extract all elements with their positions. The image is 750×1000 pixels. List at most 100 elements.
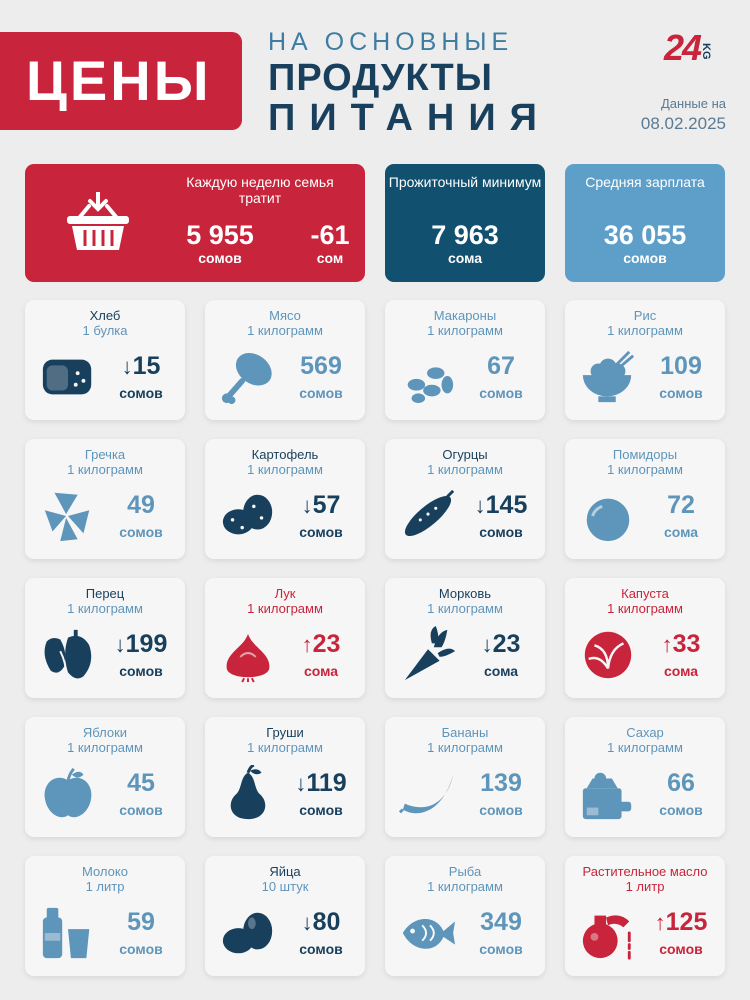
product-name: Рис: [633, 308, 657, 323]
product-quantity: 1 килограмм: [607, 462, 683, 477]
weekly-amount-unit: сомов: [198, 250, 242, 266]
product-price: 125: [665, 908, 708, 936]
product-price: 59: [127, 908, 155, 936]
logo-suffix: KG: [700, 43, 712, 60]
product-price: 66: [667, 769, 695, 797]
product-price: 49: [127, 491, 155, 519]
price-trend-arrow: ↓: [301, 493, 313, 518]
product-currency: сома: [303, 663, 339, 679]
product-quantity: 1 килограмм: [427, 323, 503, 338]
product-name: Картофель: [251, 447, 319, 462]
product-quantity: 1 литр: [85, 879, 125, 894]
product-quantity: 1 килограмм: [247, 323, 323, 338]
apple-icon: [44, 767, 92, 818]
logo-number: 24: [664, 27, 702, 68]
price-trend-arrow: ↓: [474, 493, 486, 518]
product-currency: сомов: [299, 802, 343, 818]
product-quantity: 1 килограмм: [247, 601, 323, 616]
date-label: Данные на: [661, 96, 726, 111]
product-currency: сомов: [119, 385, 163, 401]
product-quantity: 1 килограмм: [427, 462, 503, 477]
product-card: Растительное масло 1 литр ↑125 сомов: [565, 856, 725, 976]
fish-icon: [402, 918, 456, 949]
product-name: Яйца: [269, 864, 301, 879]
pear-icon: [230, 765, 266, 820]
product-quantity: 1 килограмм: [607, 323, 683, 338]
product-quantity: 10 штук: [261, 879, 309, 894]
product-price-row: 72: [635, 491, 727, 520]
product-quantity: 1 килограмм: [247, 462, 323, 477]
banana-icon: [399, 774, 454, 814]
product-currency: сома: [663, 663, 699, 679]
salary-unit: сомов: [623, 250, 667, 266]
product-currency: сомов: [299, 524, 343, 540]
product-card: Бананы 1 килограмм 139 сомов: [385, 717, 545, 837]
minimum-unit: сома: [447, 250, 483, 266]
product-name: Помидоры: [612, 447, 678, 462]
product-price: 569: [300, 352, 342, 380]
product-quantity: 1 килограмм: [607, 601, 683, 616]
eggs-icon: [222, 912, 273, 954]
product-name: Перец: [85, 586, 125, 601]
product-quantity: 1 килограмм: [67, 462, 143, 477]
product-name: Растительное масло: [582, 864, 708, 879]
product-card: Яблоки 1 килограмм 45 сомов: [25, 717, 185, 837]
product-card: Лук 1 килограмм ↑23 сома: [205, 578, 365, 698]
product-price: 23: [312, 630, 341, 658]
product-currency: сомов: [659, 941, 703, 957]
cucumber-icon: [404, 489, 455, 537]
product-quantity: 1 килограмм: [247, 740, 323, 755]
product-price-row: 66: [635, 769, 727, 798]
price-trend-arrow: ↓: [114, 632, 126, 657]
meat-icon: [221, 353, 272, 405]
product-price-row: ↓80: [275, 908, 367, 937]
product-price-row: ↑33: [635, 630, 727, 659]
product-quantity: 1 килограмм: [427, 879, 503, 894]
product-name: Огурцы: [442, 447, 488, 462]
product-price-row: 45: [95, 769, 187, 798]
product-name: Яблоки: [82, 725, 128, 740]
product-price: 57: [312, 491, 341, 519]
product-quantity: 1 килограмм: [67, 740, 143, 755]
pasta-icon: [407, 367, 454, 404]
product-price: 139: [480, 769, 522, 797]
weekly-amount: 5 955: [186, 220, 254, 250]
product-name: Рыба: [448, 864, 482, 879]
potato-icon: [222, 494, 273, 535]
cabbage-icon: [584, 631, 632, 679]
product-name: Морковь: [438, 586, 492, 601]
product-price-row: ↓199: [95, 630, 187, 659]
product-name: Хлеб: [89, 308, 121, 323]
product-price-row: ↓15: [95, 352, 187, 381]
product-card: Сахар 1 килограмм 66 сомов: [565, 717, 725, 837]
weekly-label: Каждую неделю семья тратит: [186, 174, 334, 206]
brand-logo: 24 KG: [664, 28, 726, 70]
weekly-change-unit: сом: [316, 250, 344, 266]
price-trend-arrow: ↑: [661, 632, 673, 657]
product-quantity: 1 литр: [625, 879, 665, 894]
product-card: Хлеб 1 булка ↓15 сомов: [25, 300, 185, 420]
product-price-row: 67: [455, 352, 547, 381]
product-card: Молоко 1 литр 59 сомов: [25, 856, 185, 976]
product-name: Лук: [274, 586, 296, 601]
product-price-row: ↓23: [455, 630, 547, 659]
oil-icon: [582, 915, 631, 960]
product-name: Макароны: [433, 308, 497, 323]
product-price: 145: [485, 491, 528, 519]
product-price: 349: [480, 908, 522, 936]
product-name: Капуста: [621, 586, 669, 601]
product-quantity: 1 килограмм: [427, 740, 503, 755]
product-price-row: ↓145: [455, 491, 547, 520]
onion-icon: [226, 633, 270, 683]
product-card: Морковь 1 килограмм ↓23 сома: [385, 578, 545, 698]
product-card: Мясо 1 килограмм 569 сомов: [205, 300, 365, 420]
product-price-row: 109: [635, 352, 727, 381]
tomato-icon: [586, 498, 630, 542]
product-currency: сомов: [119, 941, 163, 957]
price-trend-arrow: ↓: [301, 910, 313, 935]
product-price: 45: [127, 769, 155, 797]
buckwheat-icon: [44, 492, 90, 542]
product-quantity: 1 килограмм: [67, 601, 143, 616]
subtitle-line-3: ПИТАНИЯ: [268, 97, 551, 139]
product-quantity: 1 булка: [82, 323, 128, 338]
